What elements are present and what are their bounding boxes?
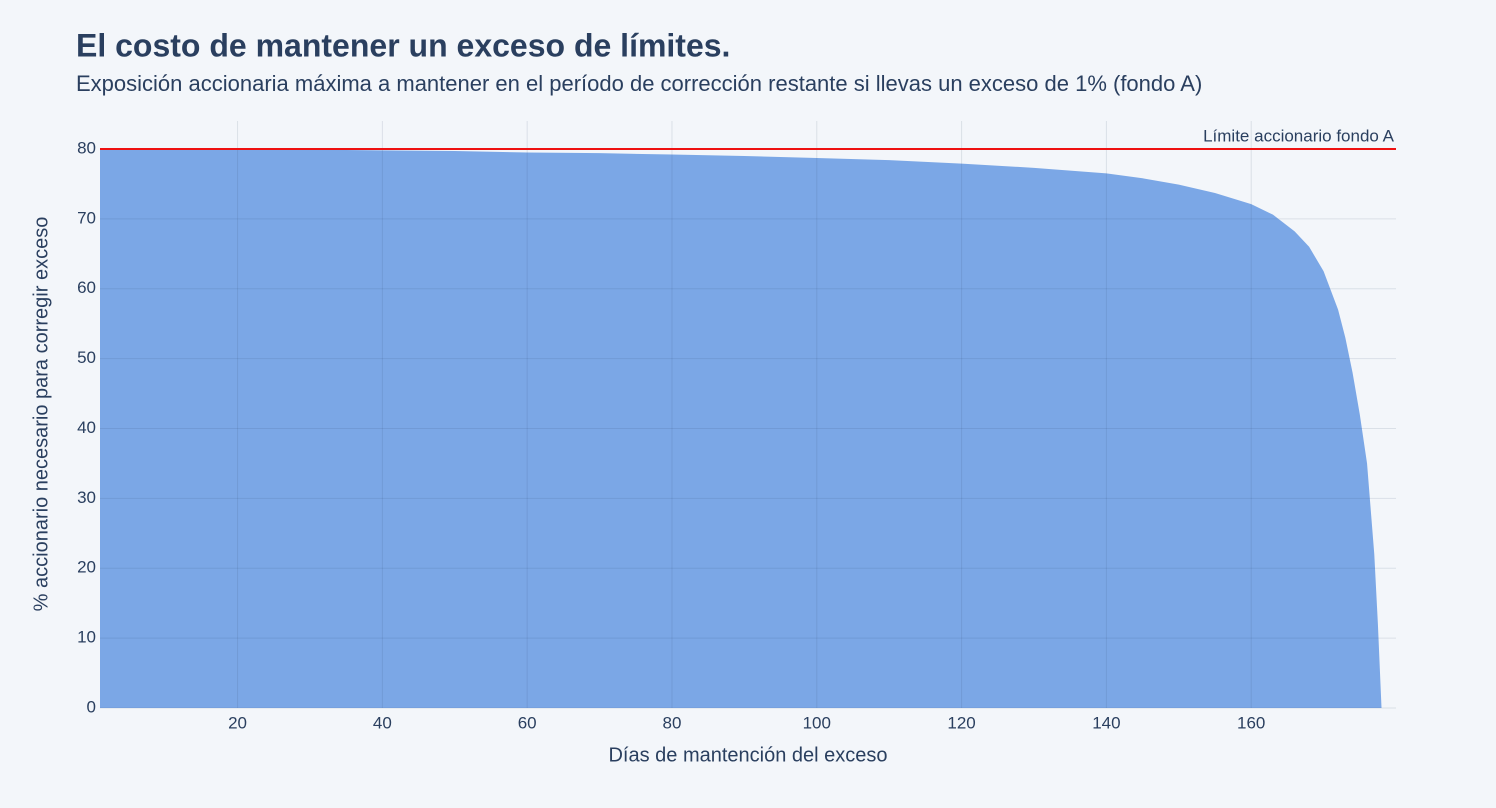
x-tick-label: 140 [1092,713,1120,732]
x-tick-label: 120 [947,713,975,732]
x-axis-title: Días de mantención del exceso [608,744,887,766]
chart-subtitle: Exposición accionaria máxima a mantener … [76,71,1202,96]
y-tick-label: 30 [77,488,96,507]
x-tick-label: 60 [518,713,537,732]
chart-title: El costo de mantener un exceso de límite… [76,27,730,63]
y-tick-label: 40 [77,418,96,437]
area [100,148,1382,708]
y-axis-title: % accionario necesario para corregir exc… [30,217,52,612]
y-tick-label: 70 [77,208,96,227]
x-tick-label: 40 [373,713,392,732]
y-tick-label: 50 [77,348,96,367]
y-tick-label: 60 [77,278,96,297]
reference-label: Límite accionario fondo A [1203,126,1395,145]
y-tick-label: 80 [77,138,96,157]
x-tick-label: 20 [228,713,247,732]
y-tick-label: 0 [87,697,96,716]
x-tick-label: 100 [803,713,831,732]
y-tick-label: 10 [77,628,96,647]
x-tick-label: 80 [663,713,682,732]
y-tick-label: 20 [77,558,96,577]
x-tick-label: 160 [1237,713,1265,732]
